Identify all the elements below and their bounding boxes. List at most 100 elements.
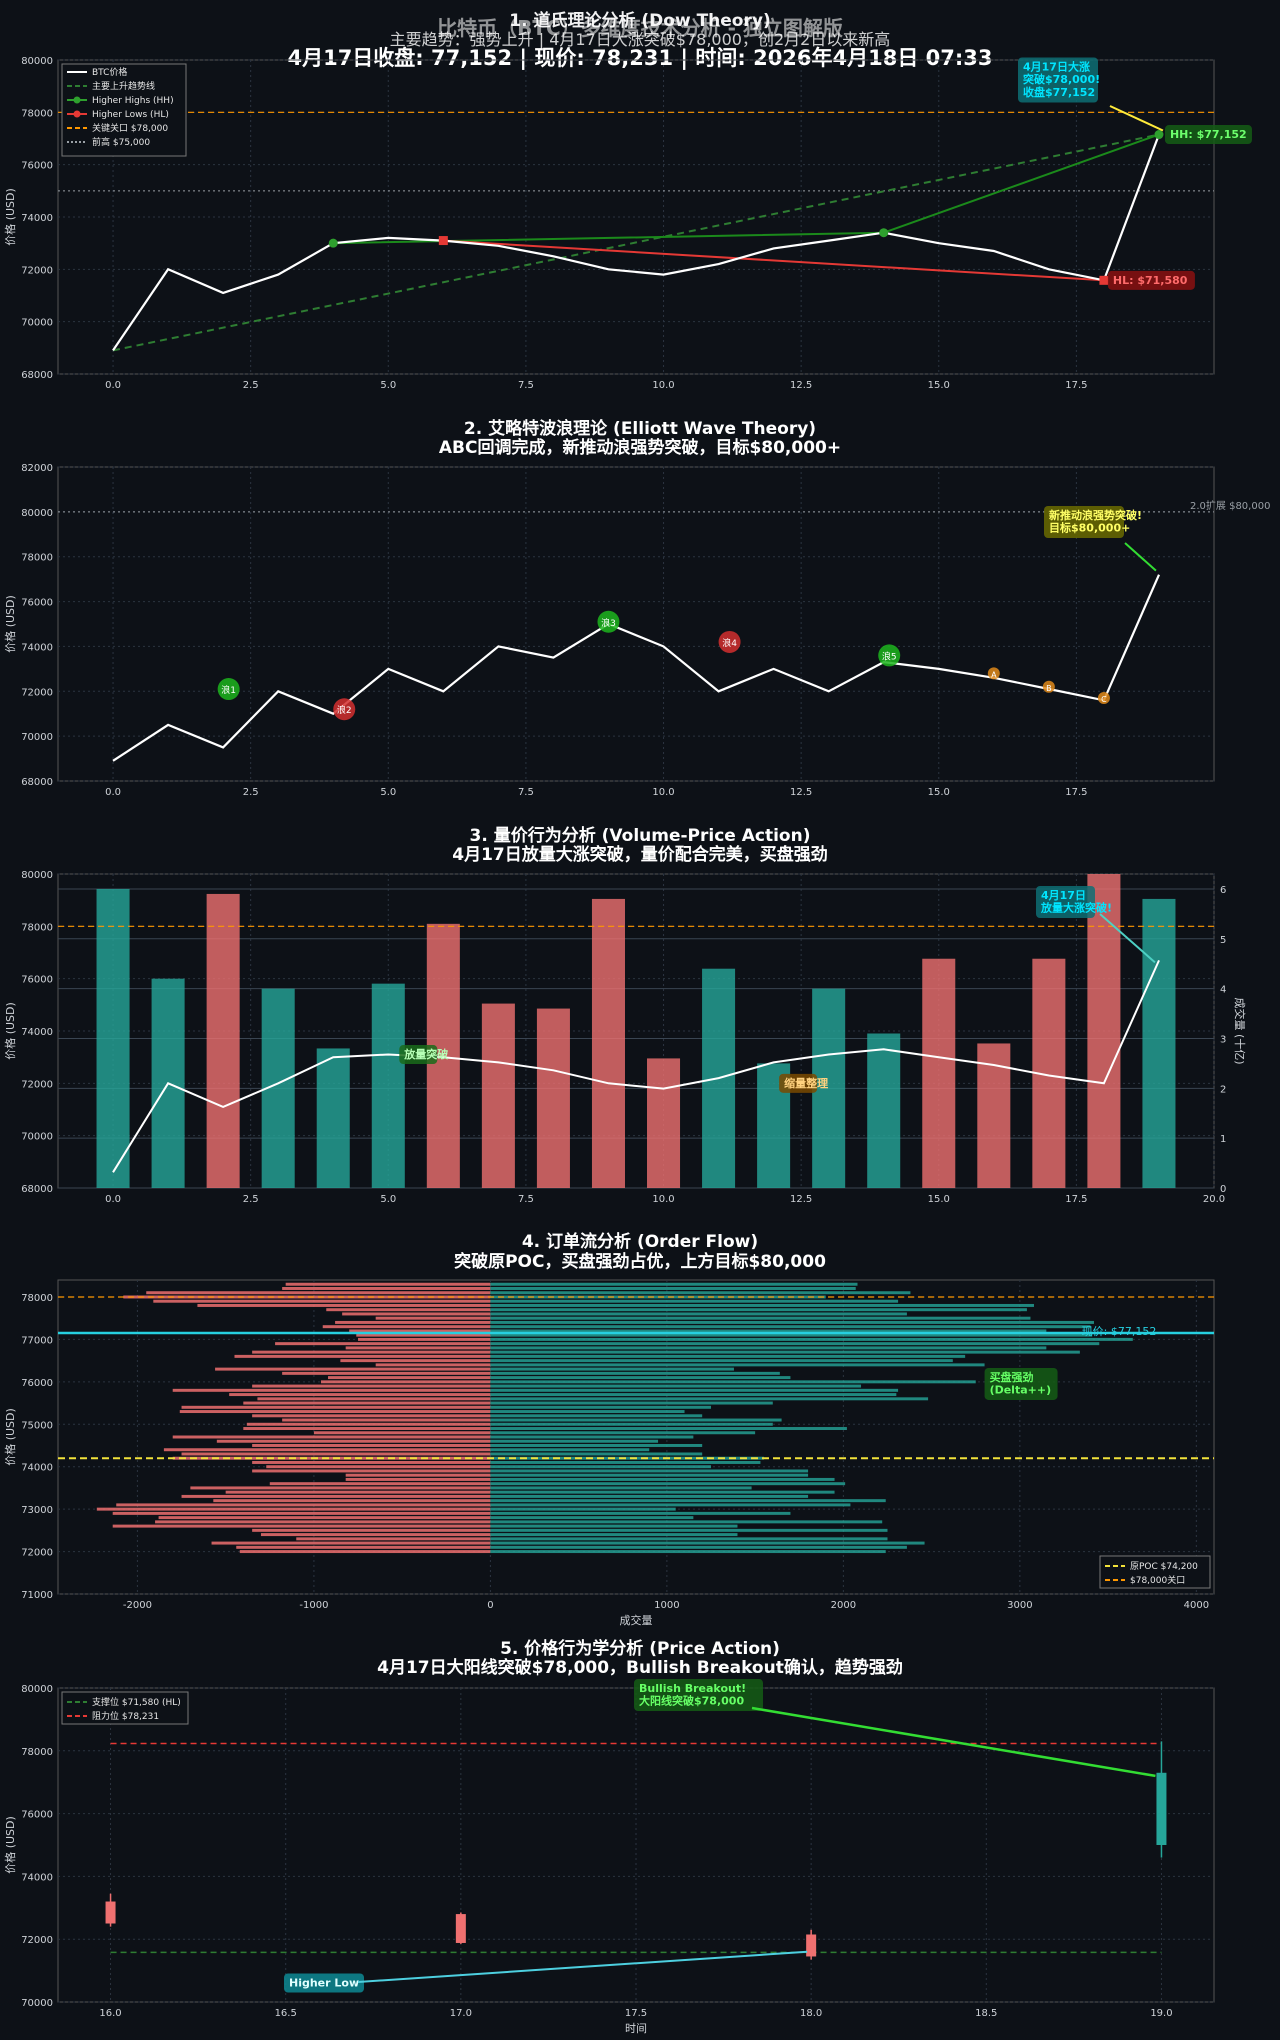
- orderflow-buy-bar: [490, 1380, 976, 1384]
- orderflow-buy-bar: [490, 1469, 809, 1473]
- dow-xtick-label: 17.5: [1065, 380, 1087, 391]
- elliott-wave-marker: [1097, 692, 1110, 705]
- orderflow-buy-bar: [490, 1414, 703, 1418]
- priceaction-xtick-label: 17.5: [625, 2008, 647, 2019]
- orderflow-sell-bar: [172, 1435, 491, 1439]
- orderflow-buy-bar: [490, 1465, 712, 1469]
- orderflow-buy-bar: [490, 1541, 925, 1545]
- priceaction-candle-body: [1156, 1772, 1167, 1845]
- elliott-wave-marker: [333, 698, 356, 721]
- orderflow-frame: [57, 1279, 1215, 1595]
- orderflow-sell-bar: [96, 1507, 491, 1511]
- orderflow-buy-bar: [490, 1533, 738, 1537]
- orderflow-sell-bar: [153, 1299, 491, 1303]
- dow-trendline: [112, 133, 1160, 352]
- elliott-title: 2. 艾略特波浪理论 (Elliott Wave Theory): [463, 419, 817, 439]
- header-price-line: 4月17日收盘: 77,152 | 现价: 78,231 | 时间: 2026年…: [287, 46, 993, 70]
- volume-subtitle: 4月17日放量大涨突破，量价配合完美，买盘强劲: [452, 845, 828, 865]
- orderflow-ytick-label: 75000: [21, 1420, 53, 1431]
- orderflow-buy-bar: [490, 1367, 734, 1371]
- elliott-xtick-label: 7.5: [518, 787, 534, 798]
- priceaction-subtitle: 4月17日大阳线突破$78,000，Bullish Breakout确认，趋势强…: [377, 1658, 903, 1678]
- orderflow-ytick-label: 73000: [21, 1505, 53, 1516]
- header-subtitle: 主要趋势：强势上升 | 4月17日大涨突破$78,000，创2月2日以来新高: [389, 30, 891, 49]
- priceaction-title: 5. 价格行为学分析 (Price Action): [500, 1639, 780, 1659]
- orderflow-sell-bar: [112, 1511, 491, 1515]
- elliott-ytick-label: 76000: [21, 598, 53, 609]
- orderflow-buy-bar: [490, 1524, 738, 1528]
- priceaction-ylabel: 价格 (USD): [3, 1816, 17, 1874]
- volume-ytick-label: 68000: [21, 1184, 53, 1195]
- dow-breakout-annotation-box: [1018, 57, 1098, 103]
- orderflow-ytick-label: 74000: [21, 1463, 53, 1474]
- orderflow-sell-bar: [179, 1410, 491, 1414]
- priceaction-candle-body: [455, 1914, 466, 1943]
- volume-breakout-annotation: 4月17日放量大涨突破!: [1040, 889, 1112, 915]
- dow-xtick-label: 5.0: [380, 380, 396, 391]
- orderflow-sell-bar: [225, 1490, 491, 1494]
- elliott-breakout-annotation-box: [1044, 506, 1124, 538]
- priceaction-hl-arrow: [357, 1950, 808, 1983]
- dow-xtick-label: 10.0: [652, 380, 674, 391]
- orderflow-sell-bar: [239, 1550, 491, 1554]
- elliott-wave-label: C: [1101, 695, 1107, 704]
- orderflow-buy-bar: [490, 1337, 1133, 1341]
- elliott-ytick-label: 82000: [21, 463, 53, 474]
- orderflow-xlabel: 成交量: [620, 1613, 653, 1627]
- elliott-subtitle: ABC回调完成，新推动浪强势突破，目标$80,000+: [438, 438, 842, 458]
- orderflow-sell-bar: [375, 1363, 491, 1367]
- volume-y2label: 成交量 (十亿): [1233, 997, 1247, 1064]
- volume-xtick-label: 2.5: [243, 1194, 259, 1205]
- volume-y2tick-label: 5: [1220, 935, 1226, 946]
- dow-xtick-label: 15.0: [928, 380, 950, 391]
- priceaction-xtick-label: 18.0: [800, 2008, 822, 2019]
- dow-legend-entry: Higher Lows (HL): [92, 110, 169, 120]
- orderflow-sell-bar: [252, 1444, 491, 1447]
- orderflow-delta-annotation-box: [984, 1367, 1058, 1400]
- orderflow-sell-bar: [257, 1397, 491, 1401]
- dow-hl-point: [1099, 275, 1109, 285]
- dow-legend-entry: 关键关口 $78,000: [92, 122, 168, 134]
- dow-legend-entry: 前高 $75,000: [92, 136, 150, 148]
- orderflow-buy-bar: [490, 1435, 694, 1439]
- elliott-price-line: [112, 574, 1161, 762]
- orderflow-buy-bar: [490, 1287, 856, 1290]
- orderflow-buy-bar: [490, 1342, 1100, 1346]
- volume-y2tick-label: 2: [1220, 1084, 1226, 1095]
- orderflow-sell-bar: [358, 1337, 491, 1341]
- orderflow-sell-bar: [356, 1333, 491, 1337]
- orderflow-buy-bar: [490, 1329, 1047, 1333]
- orderflow-buy-bar: [490, 1405, 712, 1409]
- elliott-ytick-label: 72000: [21, 687, 53, 698]
- elliott-wave-label: 浪2: [337, 704, 352, 716]
- volume-xtick-label: 12.5: [790, 1194, 812, 1205]
- volume-ytick-label: 78000: [21, 922, 53, 933]
- orderflow-xtick-label: -2000: [123, 1600, 152, 1611]
- orderflow-buy-bar: [490, 1456, 764, 1460]
- orderflow-sell-bar: [313, 1431, 491, 1435]
- elliott-ytick-label: 78000: [21, 553, 53, 564]
- orderflow-sell-bar: [275, 1342, 491, 1346]
- orderflow-buy-bar: [490, 1303, 1034, 1307]
- orderflow-sell-bar: [252, 1460, 491, 1464]
- orderflow-buy-bar: [490, 1537, 888, 1541]
- priceaction-legend-entry: 支撑位 $71,580 (HL): [92, 1696, 181, 1708]
- dow-xtick-label: 7.5: [518, 380, 534, 391]
- dow-xtick-label: 12.5: [790, 380, 812, 391]
- dow-legend-entry: BTC价格: [92, 66, 127, 78]
- orderflow-sell-bar: [216, 1439, 491, 1443]
- volume-ytick-label: 74000: [21, 1027, 53, 1038]
- volume-xtick-label: 0.0: [105, 1194, 121, 1205]
- priceaction-xtick-label: 16.5: [275, 2008, 297, 2019]
- orderflow-sell-bar: [285, 1282, 491, 1286]
- volume-xtick-label: 20.0: [1203, 1194, 1225, 1205]
- volume-xtick-label: 17.5: [1065, 1194, 1087, 1205]
- orderflow-current-price-label: 现价: $77,152: [1082, 1325, 1157, 1338]
- priceaction-breakout-arrow: [751, 1706, 1156, 1778]
- orderflow-sell-bar: [229, 1393, 491, 1397]
- priceaction-candle-body: [806, 1934, 817, 1957]
- priceaction-ytick-label: 70000: [21, 1998, 53, 2009]
- orderflow-buy-bar: [490, 1452, 703, 1456]
- orderflow-buy-bar: [490, 1545, 907, 1549]
